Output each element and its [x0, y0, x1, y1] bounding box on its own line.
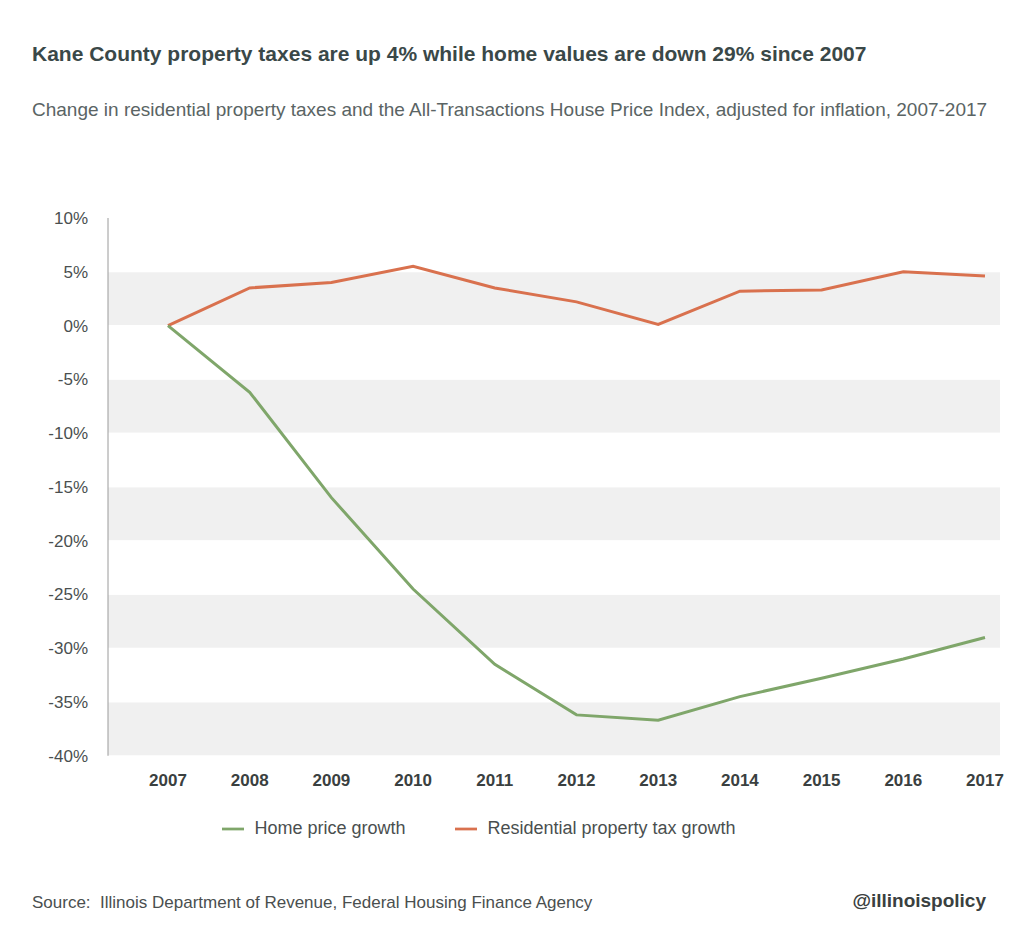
- html-text:Home price growth: Home price growth: [254, 817, 406, 838]
- svg-text:2008: 2008: [231, 771, 269, 790]
- html-text:Source: Illinois Department of: Source: Illinois Department of Revenue, …: [32, 893, 593, 912]
- svg-text:10%: 10%: [54, 209, 88, 228]
- svg-text:2010: 2010: [394, 771, 432, 790]
- svg-text:0%: 0%: [63, 317, 88, 336]
- svg-text:-35%: -35%: [48, 693, 88, 712]
- svg-text:-10%: -10%: [48, 424, 88, 443]
- svg-text:2011: 2011: [476, 771, 513, 790]
- svg-text:-20%: -20%: [48, 532, 88, 551]
- svg-text:-30%: -30%: [48, 639, 88, 658]
- svg-text:2017: 2017: [966, 771, 1004, 790]
- svg-text:2013: 2013: [639, 771, 677, 790]
- svg-text:-40%: -40%: [48, 747, 88, 766]
- svg-text:2007: 2007: [149, 771, 187, 790]
- html-text:@illinoispolicy: @illinoispolicy: [852, 890, 986, 911]
- html-text:Residential property tax growt: Residential property tax growth: [487, 817, 736, 838]
- html-text:Change in residential property: Change in residential property taxes and…: [32, 99, 988, 120]
- svg-text:5%: 5%: [63, 263, 88, 282]
- svg-text:2015: 2015: [803, 771, 841, 790]
- svg-text:-15%: -15%: [48, 478, 88, 497]
- svg-text:2016: 2016: [884, 771, 922, 790]
- svg-text:2012: 2012: [558, 771, 596, 790]
- svg-text:-25%: -25%: [48, 585, 88, 604]
- svg-text:-5%: -5%: [58, 370, 88, 389]
- svg-text:2014: 2014: [721, 771, 759, 790]
- svg-text:2009: 2009: [312, 771, 350, 790]
- html-text:Kane County property taxes are: Kane County property taxes are up 4% whi…: [32, 42, 867, 65]
